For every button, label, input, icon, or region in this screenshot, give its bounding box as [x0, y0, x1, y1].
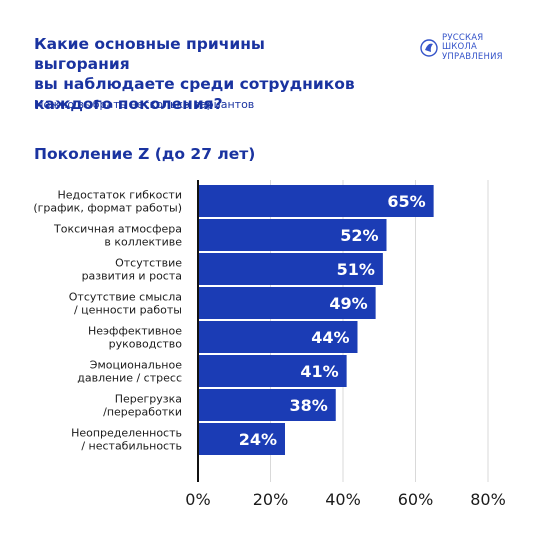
brand-logo: РУССКАЯ ШКОЛА УПРАВЛЕНИЯ	[420, 33, 520, 63]
category-label: /переработки	[103, 406, 182, 419]
category-label: Отсутствие	[115, 257, 182, 270]
category-label: Отсутствие смысла	[69, 291, 182, 304]
x-tick-label: 80%	[470, 490, 506, 509]
bar	[198, 253, 383, 285]
category-label: Эмоциональное	[90, 359, 182, 372]
category-label: Перегрузка	[115, 393, 182, 406]
bar-value-label: 51%	[337, 260, 375, 279]
bar-value-label: 49%	[329, 294, 367, 313]
logo-emblem-icon	[420, 39, 438, 57]
bar-value-label: 24%	[239, 430, 277, 449]
bar	[198, 219, 387, 251]
category-label: в коллективе	[104, 236, 182, 249]
bar-value-label: 52%	[340, 226, 378, 245]
category-label: (график, формат работы)	[33, 202, 182, 215]
category-label: Недостаток гибкости	[57, 189, 182, 202]
bar-value-label: 41%	[300, 362, 338, 381]
logo-text: РУССКАЯ ШКОЛА УПРАВЛЕНИЯ	[442, 32, 503, 62]
bar-value-label: 65%	[387, 192, 425, 211]
x-tick-label: 60%	[398, 490, 434, 509]
category-label: Неэффективное	[88, 325, 182, 338]
category-label: / ценности работы	[74, 304, 182, 317]
chart-title: Поколение Z (до 27 лет)	[34, 145, 256, 163]
chart-subtitle: Можно выбрать несколько вариантов	[34, 98, 255, 111]
category-label: / нестабильность	[81, 440, 182, 453]
bar	[198, 185, 434, 217]
x-tick-label: 20%	[253, 490, 289, 509]
x-tick-label: 0%	[185, 490, 210, 509]
category-label: Токсичная атмосфера	[53, 223, 182, 236]
category-label: руководство	[109, 338, 183, 351]
chart-question-title: Какие основные причины выгорания вы набл…	[34, 35, 355, 113]
bar	[198, 321, 358, 353]
category-label: развития и роста	[82, 270, 182, 283]
bar-value-label: 38%	[289, 396, 327, 415]
bar	[198, 287, 376, 319]
bar	[198, 423, 285, 455]
x-tick-label: 40%	[325, 490, 361, 509]
category-label: Неопределенность	[71, 427, 182, 440]
bar	[198, 355, 347, 387]
bar-value-label: 44%	[311, 328, 349, 347]
category-label: давление / стресс	[77, 372, 182, 385]
bar	[198, 389, 336, 421]
